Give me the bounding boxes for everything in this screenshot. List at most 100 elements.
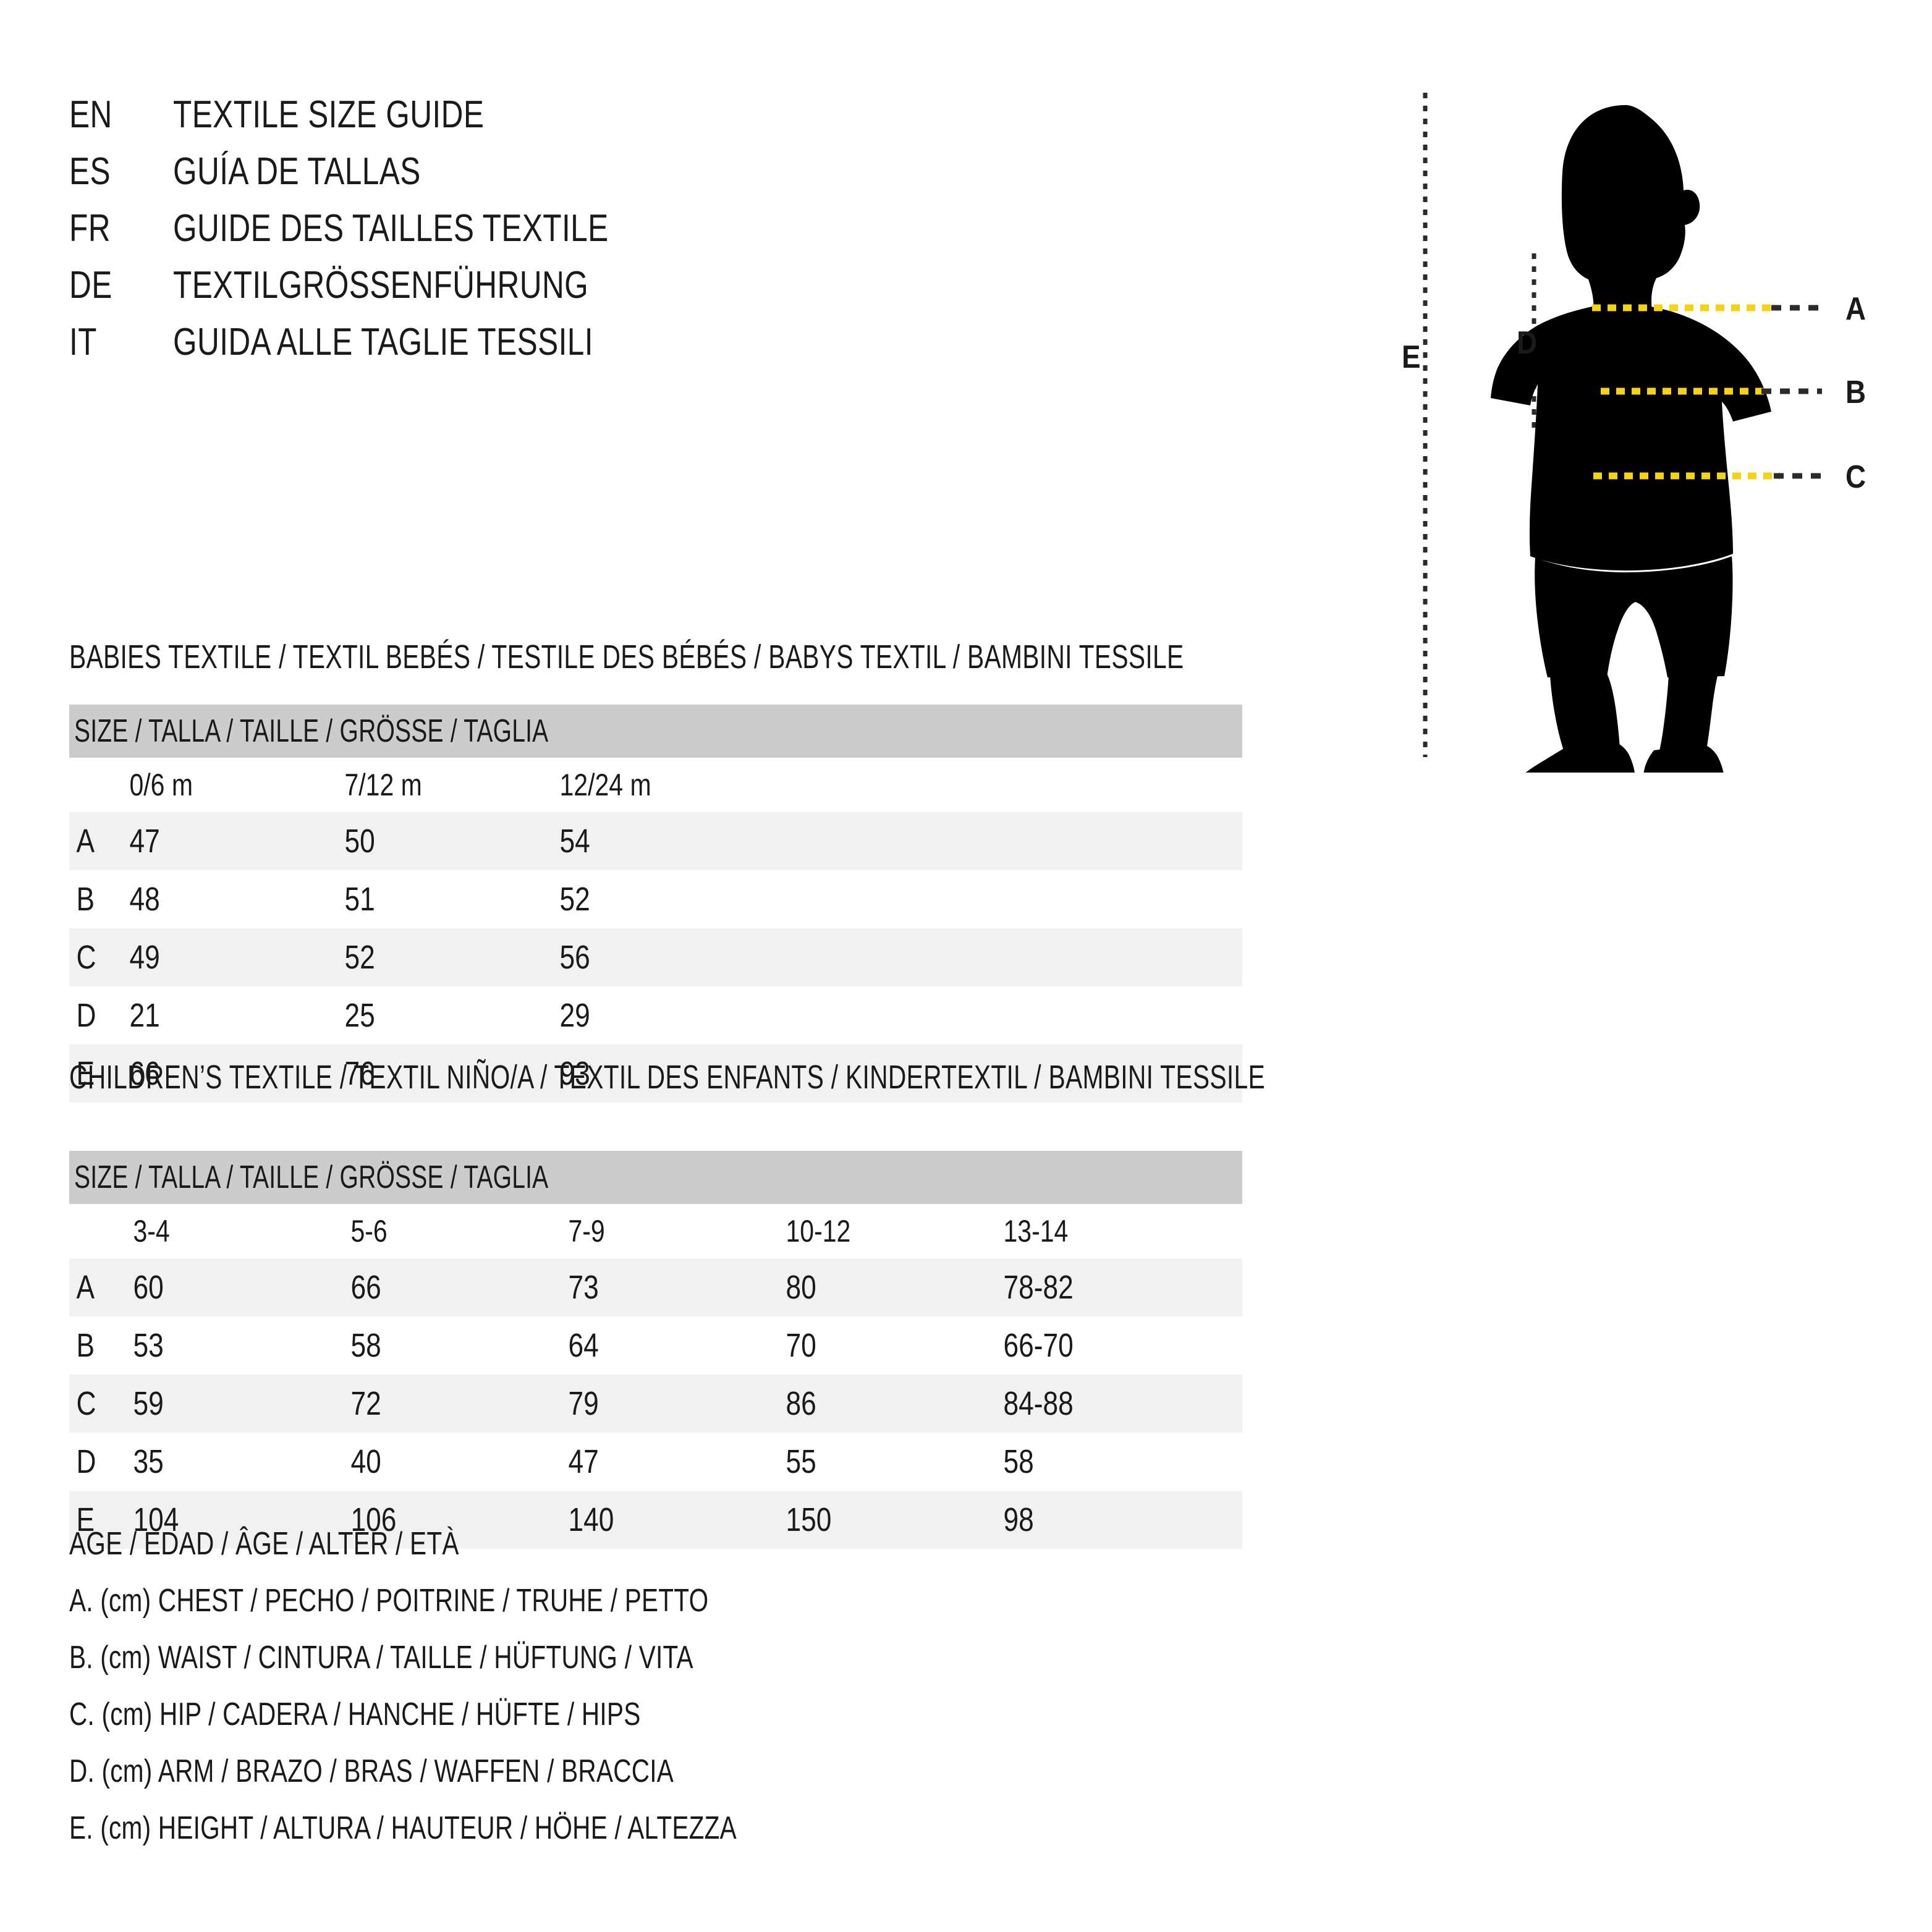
babies-cell-d-2: 29	[559, 997, 590, 1034]
babies-size-table: SIZE / TALLA / TAILLE / GRÖSSE / TAGLIA …	[69, 705, 1242, 1103]
children-cell-d-3: 55	[786, 1443, 816, 1480]
children-cell-e-4: 98	[1003, 1501, 1034, 1538]
children-cell-e-2: 140	[568, 1501, 614, 1538]
children-cell-d-1: 40	[350, 1443, 381, 1480]
children-column-header-row: 3-4 5-6 7-9 10-12 13-14	[69, 1204, 1242, 1258]
table-row: C 49 52 56	[69, 928, 1242, 986]
table-row: A 60 66 73 80 78-82	[69, 1258, 1242, 1316]
babies-cell-d-0: 21	[129, 997, 160, 1034]
children-cell-e-1: 106	[350, 1501, 397, 1538]
table-row: D 35 40 47 55 58	[69, 1433, 1242, 1491]
children-cell-a-4: 78-82	[1003, 1269, 1074, 1306]
babies-cell-e-0: 66	[129, 1055, 160, 1092]
table-row: E 104 106 140 150 98	[69, 1491, 1242, 1549]
legend-line-chest: A. (cm) CHEST / PECHO / POITRINE / TRUHE…	[69, 1583, 709, 1619]
language-row-en: EN TEXTILE SIZE GUIDE	[69, 93, 718, 150]
table-row: B 53 58 64 70 66-70	[69, 1316, 1242, 1375]
babies-cell-c-1: 52	[344, 939, 375, 976]
babies-cell-a-0: 47	[129, 823, 160, 860]
children-section-heading: CHILDREN’S TEXTILE / TEXTIL NIÑO/A / TEX…	[69, 1059, 1265, 1096]
legend-line-waist: B. (cm) WAIST / CINTURA / TAILLE / HÜFTU…	[69, 1640, 693, 1676]
language-title-it: GUIDA ALLE TAGLIE TESSILI	[173, 321, 593, 363]
language-row-fr: FR GUIDE DES TAILLES TEXTILE	[69, 206, 718, 263]
table-row: B 48 51 52	[69, 870, 1242, 928]
table-row: C 59 72 79 86 84-88	[69, 1375, 1242, 1433]
babies-cell-a-1: 50	[344, 823, 375, 860]
legend-line-height: E. (cm) HEIGHT / ALTURA / HAUTEUR / HÖHE…	[69, 1810, 737, 1846]
marker-label-a: A	[1845, 291, 1866, 327]
babies-cell-e-2: 93	[559, 1055, 590, 1092]
babies-cell-c-2: 56	[559, 939, 590, 976]
language-code-en: EN	[69, 93, 112, 136]
children-row-label-c: C	[76, 1385, 96, 1422]
language-code-it: IT	[69, 321, 97, 363]
children-column-header-0: 3-4	[133, 1214, 170, 1248]
children-cell-e-0: 104	[133, 1501, 179, 1538]
legend-row-arm: D. (cm) ARM / BRAZO / BRAS / WAFFEN / BR…	[69, 1753, 925, 1810]
babies-column-header-row: 0/6 m 7/12 m 12/24 m	[69, 758, 1242, 812]
children-cell-b-3: 70	[786, 1327, 816, 1364]
marker-label-b: B	[1845, 375, 1866, 410]
language-title-en: TEXTILE SIZE GUIDE	[173, 93, 485, 136]
children-cell-c-0: 59	[133, 1385, 164, 1422]
table-row: D 21 25 29	[69, 986, 1242, 1044]
babies-cell-a-2: 54	[559, 823, 590, 860]
table-row: A 47 50 54	[69, 812, 1242, 870]
children-cell-b-0: 53	[133, 1327, 164, 1364]
babies-row-label-a: A	[76, 823, 95, 860]
child-silhouette-diagram	[1423, 93, 1822, 773]
marker-label-c: C	[1845, 459, 1866, 495]
children-cell-b-4: 66-70	[1003, 1327, 1074, 1364]
children-column-header-2: 7-9	[568, 1214, 605, 1248]
marker-label-e: E	[1402, 339, 1421, 375]
children-column-header-3: 10-12	[786, 1214, 851, 1248]
children-cell-d-4: 58	[1003, 1443, 1034, 1480]
marker-label-d: D	[1517, 325, 1538, 361]
language-title-es: GUÍA DE TALLAS	[173, 150, 421, 193]
children-row-label-d: D	[76, 1443, 96, 1480]
language-title-fr: GUIDE DES TAILLES TEXTILE	[173, 207, 609, 250]
children-cell-b-1: 58	[350, 1327, 381, 1364]
legend-row-chest: A. (cm) CHEST / PECHO / POITRINE / TRUHE…	[69, 1582, 925, 1639]
children-cell-c-1: 72	[350, 1385, 381, 1422]
legend-line-hip: C. (cm) HIP / CADERA / HANCHE / HÜFTE / …	[69, 1697, 641, 1732]
children-cell-e-3: 150	[786, 1501, 832, 1538]
babies-column-header-1: 7/12 m	[344, 768, 422, 802]
children-cell-c-2: 79	[568, 1385, 599, 1422]
babies-cell-b-1: 51	[344, 881, 375, 918]
babies-cell-c-0: 49	[129, 939, 160, 976]
babies-column-header-0: 0/6 m	[129, 768, 193, 802]
language-row-de: DE TEXTILGRÖSSENFÜHRUNG	[69, 263, 718, 320]
child-silhouette-shape	[1491, 105, 1771, 773]
legend-row-height: E. (cm) HEIGHT / ALTURA / HAUTEUR / HÖHE…	[69, 1810, 925, 1866]
babies-column-header-2: 12/24 m	[559, 768, 651, 802]
children-column-header-1: 5-6	[350, 1214, 388, 1248]
legend-row-waist: B. (cm) WAIST / CINTURA / TAILLE / HÜFTU…	[69, 1639, 925, 1696]
children-cell-d-2: 47	[568, 1443, 599, 1480]
legend-line-age: AGE / EDAD / ÂGE / ALTER / ETÀ	[69, 1526, 459, 1562]
children-cell-a-2: 73	[568, 1269, 599, 1306]
table-row: E 66 76 93	[69, 1044, 1242, 1103]
babies-row-label-e: E	[76, 1055, 95, 1092]
language-row-it: IT GUIDA ALLE TAGLIE TESSILI	[69, 320, 718, 377]
language-code-de: DE	[69, 264, 112, 307]
babies-row-label-b: B	[76, 881, 95, 918]
children-cell-a-1: 66	[350, 1269, 381, 1306]
measurement-diagram: A B C D E	[1402, 68, 1910, 773]
legend-line-arm: D. (cm) ARM / BRAZO / BRAS / WAFFEN / BR…	[69, 1753, 674, 1789]
children-row-label-e: E	[76, 1501, 95, 1538]
children-cell-a-0: 60	[133, 1269, 164, 1306]
language-code-fr: FR	[69, 207, 111, 250]
babies-size-header-label: SIZE / TALLA / TAILLE / GRÖSSE / TAGLIA	[74, 713, 549, 749]
children-cell-c-4: 84-88	[1003, 1385, 1074, 1422]
babies-row-label-d: D	[76, 997, 96, 1034]
legend-row-hip: C. (cm) HIP / CADERA / HANCHE / HÜFTE / …	[69, 1696, 925, 1753]
language-title-block: EN TEXTILE SIZE GUIDE ES GUÍA DE TALLAS …	[69, 93, 718, 377]
babies-cell-b-2: 52	[559, 881, 590, 918]
legend-row-age: AGE / EDAD / ÂGE / ALTER / ETÀ	[69, 1525, 925, 1582]
children-row-label-b: B	[76, 1327, 95, 1364]
language-title-de: TEXTILGRÖSSENFÜHRUNG	[173, 264, 589, 307]
babies-section-heading: BABIES TEXTILE / TEXTIL BEBÉS / TESTILE …	[69, 638, 1184, 676]
children-row-label-a: A	[76, 1269, 95, 1306]
babies-cell-b-0: 48	[129, 881, 160, 918]
